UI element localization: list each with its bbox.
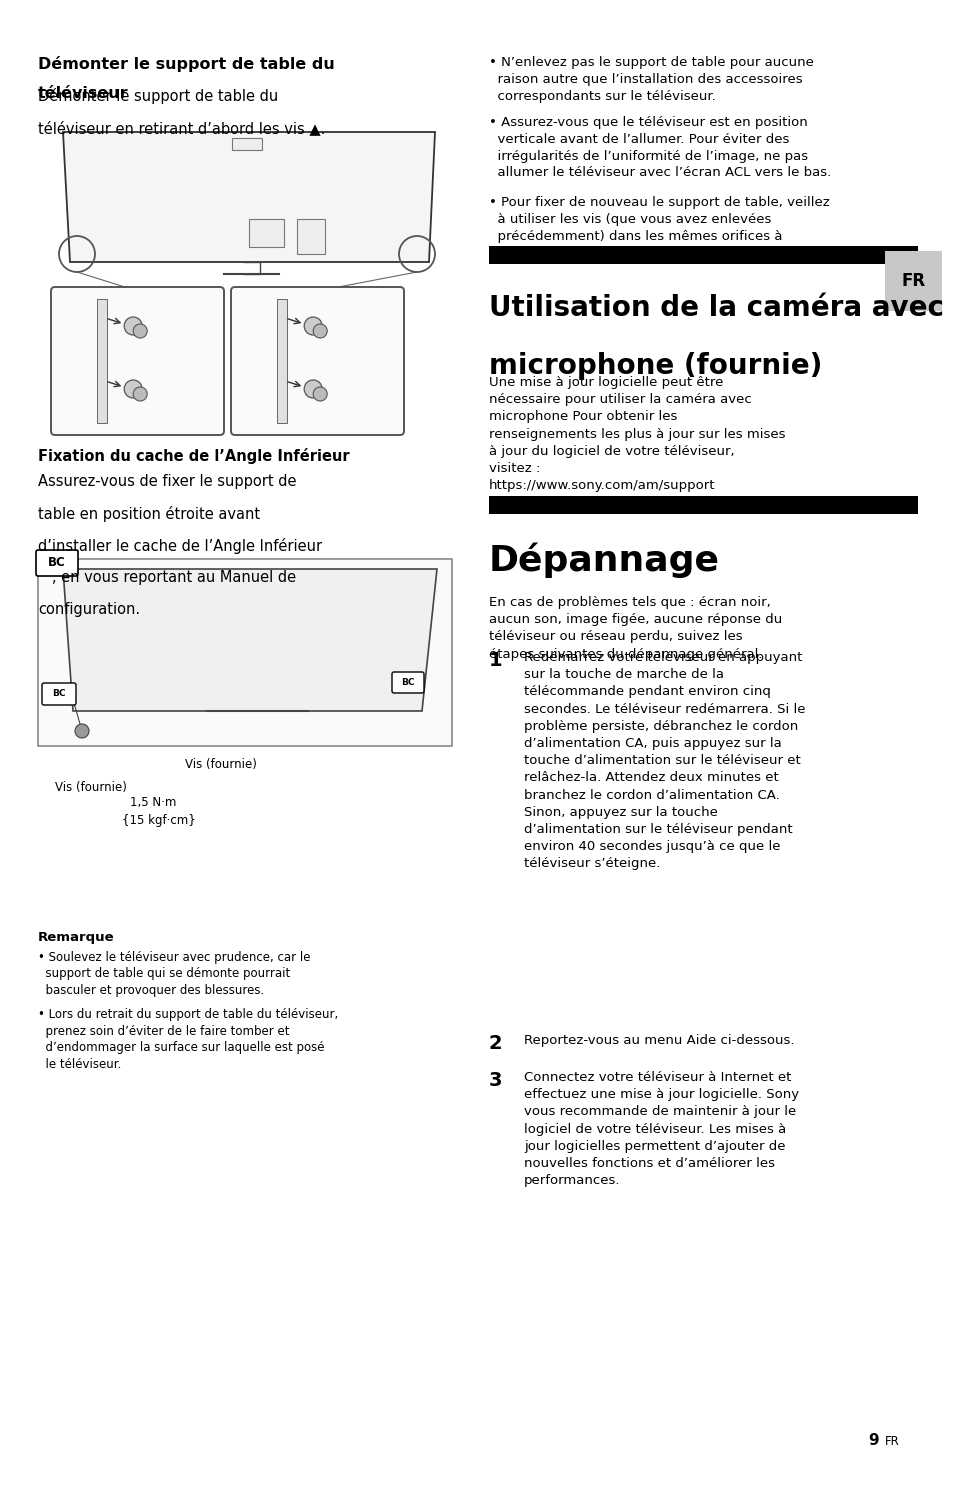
Text: téléviseur en retirant d’abord les vis ▲.: téléviseur en retirant d’abord les vis ▲… — [38, 120, 325, 137]
Bar — [489, 247, 917, 265]
Text: Utilisation de la caméra avec: Utilisation de la caméra avec — [489, 294, 943, 322]
Text: 3: 3 — [489, 1071, 502, 1091]
Circle shape — [124, 317, 142, 334]
Text: Démonter le support de table du: Démonter le support de table du — [38, 88, 278, 104]
Bar — [55, 123, 438, 284]
Text: FR: FR — [884, 1435, 899, 1447]
Circle shape — [313, 324, 327, 337]
FancyBboxPatch shape — [36, 550, 78, 577]
Text: FR: FR — [901, 272, 924, 290]
Text: 2: 2 — [489, 1034, 502, 1054]
Bar — [296, 218, 325, 254]
Circle shape — [304, 380, 322, 398]
Text: microphone (fournie): microphone (fournie) — [489, 352, 821, 380]
Text: En cas de problèmes tels que : écran noir,
aucun son, image figée, aucune répons: En cas de problèmes tels que : écran noi… — [489, 596, 781, 661]
Text: 9: 9 — [867, 1433, 878, 1447]
Text: Dépannage: Dépannage — [489, 542, 720, 578]
Text: • N’enlevez pas le support de table pour aucune
  raison autre que l’installatio: • N’enlevez pas le support de table pour… — [489, 56, 813, 103]
Text: • Pour fixer de nouveau le support de table, veillez
  à utiliser les vis (que v: • Pour fixer de nouveau le support de ta… — [489, 196, 829, 260]
Text: Vis (fournie): Vis (fournie) — [185, 758, 256, 771]
Text: Démonter le support de table du: Démonter le support de table du — [38, 56, 335, 71]
Circle shape — [124, 380, 142, 398]
Circle shape — [304, 317, 322, 334]
Polygon shape — [63, 132, 435, 262]
Text: Redémarrez votre téléviseur en appuyant
sur la touche de marche de la
télécomman: Redémarrez votre téléviseur en appuyant … — [523, 651, 804, 871]
Text: d’installer le cache de l’Angle Inférieur: d’installer le cache de l’Angle Inférieu… — [38, 538, 322, 554]
Text: 1: 1 — [489, 651, 502, 670]
Bar — [38, 559, 452, 746]
Bar — [232, 138, 262, 150]
Text: Une mise à jour logicielle peut être
nécessaire pour utiliser la caméra avec
mic: Une mise à jour logicielle peut être néc… — [489, 376, 784, 492]
Bar — [97, 299, 107, 424]
FancyBboxPatch shape — [42, 684, 76, 704]
Circle shape — [75, 724, 89, 739]
Text: • Lors du retrait du support de table du téléviseur,
  prenez soin d’éviter de l: • Lors du retrait du support de table du… — [38, 1008, 338, 1070]
Text: Fixation du cache de l’Angle Inférieur: Fixation du cache de l’Angle Inférieur — [38, 447, 349, 464]
Text: téléviseur: téléviseur — [38, 86, 129, 101]
Text: table en position étroite avant: table en position étroite avant — [38, 507, 260, 522]
FancyBboxPatch shape — [51, 287, 224, 435]
Text: BC: BC — [401, 678, 415, 687]
Circle shape — [133, 324, 147, 337]
Text: Vis (fournie): Vis (fournie) — [55, 782, 127, 794]
Text: Reportez-vous au menu Aide ci-dessous.: Reportez-vous au menu Aide ci-dessous. — [523, 1034, 794, 1048]
Text: • Assurez-vous que le téléviseur est en position
  verticale avant de l’allumer.: • Assurez-vous que le téléviseur est en … — [489, 116, 830, 180]
Text: configuration.: configuration. — [38, 602, 140, 617]
Text: 1,5 N·m: 1,5 N·m — [130, 796, 176, 808]
Text: BC: BC — [52, 690, 66, 698]
Text: , en vous reportant au Manuel de: , en vous reportant au Manuel de — [38, 571, 295, 585]
Polygon shape — [63, 569, 436, 710]
Bar — [277, 299, 287, 424]
Circle shape — [133, 386, 147, 401]
Text: {15 kgf·cm}: {15 kgf·cm} — [122, 814, 195, 828]
Bar — [249, 218, 284, 247]
Text: • Soulevez le téléviseur avec prudence, car le
  support de table qui se démonte: • Soulevez le téléviseur avec prudence, … — [38, 951, 310, 997]
Text: Remarque: Remarque — [38, 932, 114, 944]
Bar — [884, 251, 941, 311]
Circle shape — [313, 386, 327, 401]
FancyBboxPatch shape — [231, 287, 403, 435]
Text: Assurez-vous de fixer le support de: Assurez-vous de fixer le support de — [38, 474, 296, 489]
FancyBboxPatch shape — [392, 672, 423, 692]
Text: BC: BC — [48, 556, 66, 569]
Text: Connectez votre téléviseur à Internet et
effectuez une mise à jour logicielle. S: Connectez votre téléviseur à Internet et… — [523, 1071, 799, 1187]
Bar — [489, 496, 917, 514]
